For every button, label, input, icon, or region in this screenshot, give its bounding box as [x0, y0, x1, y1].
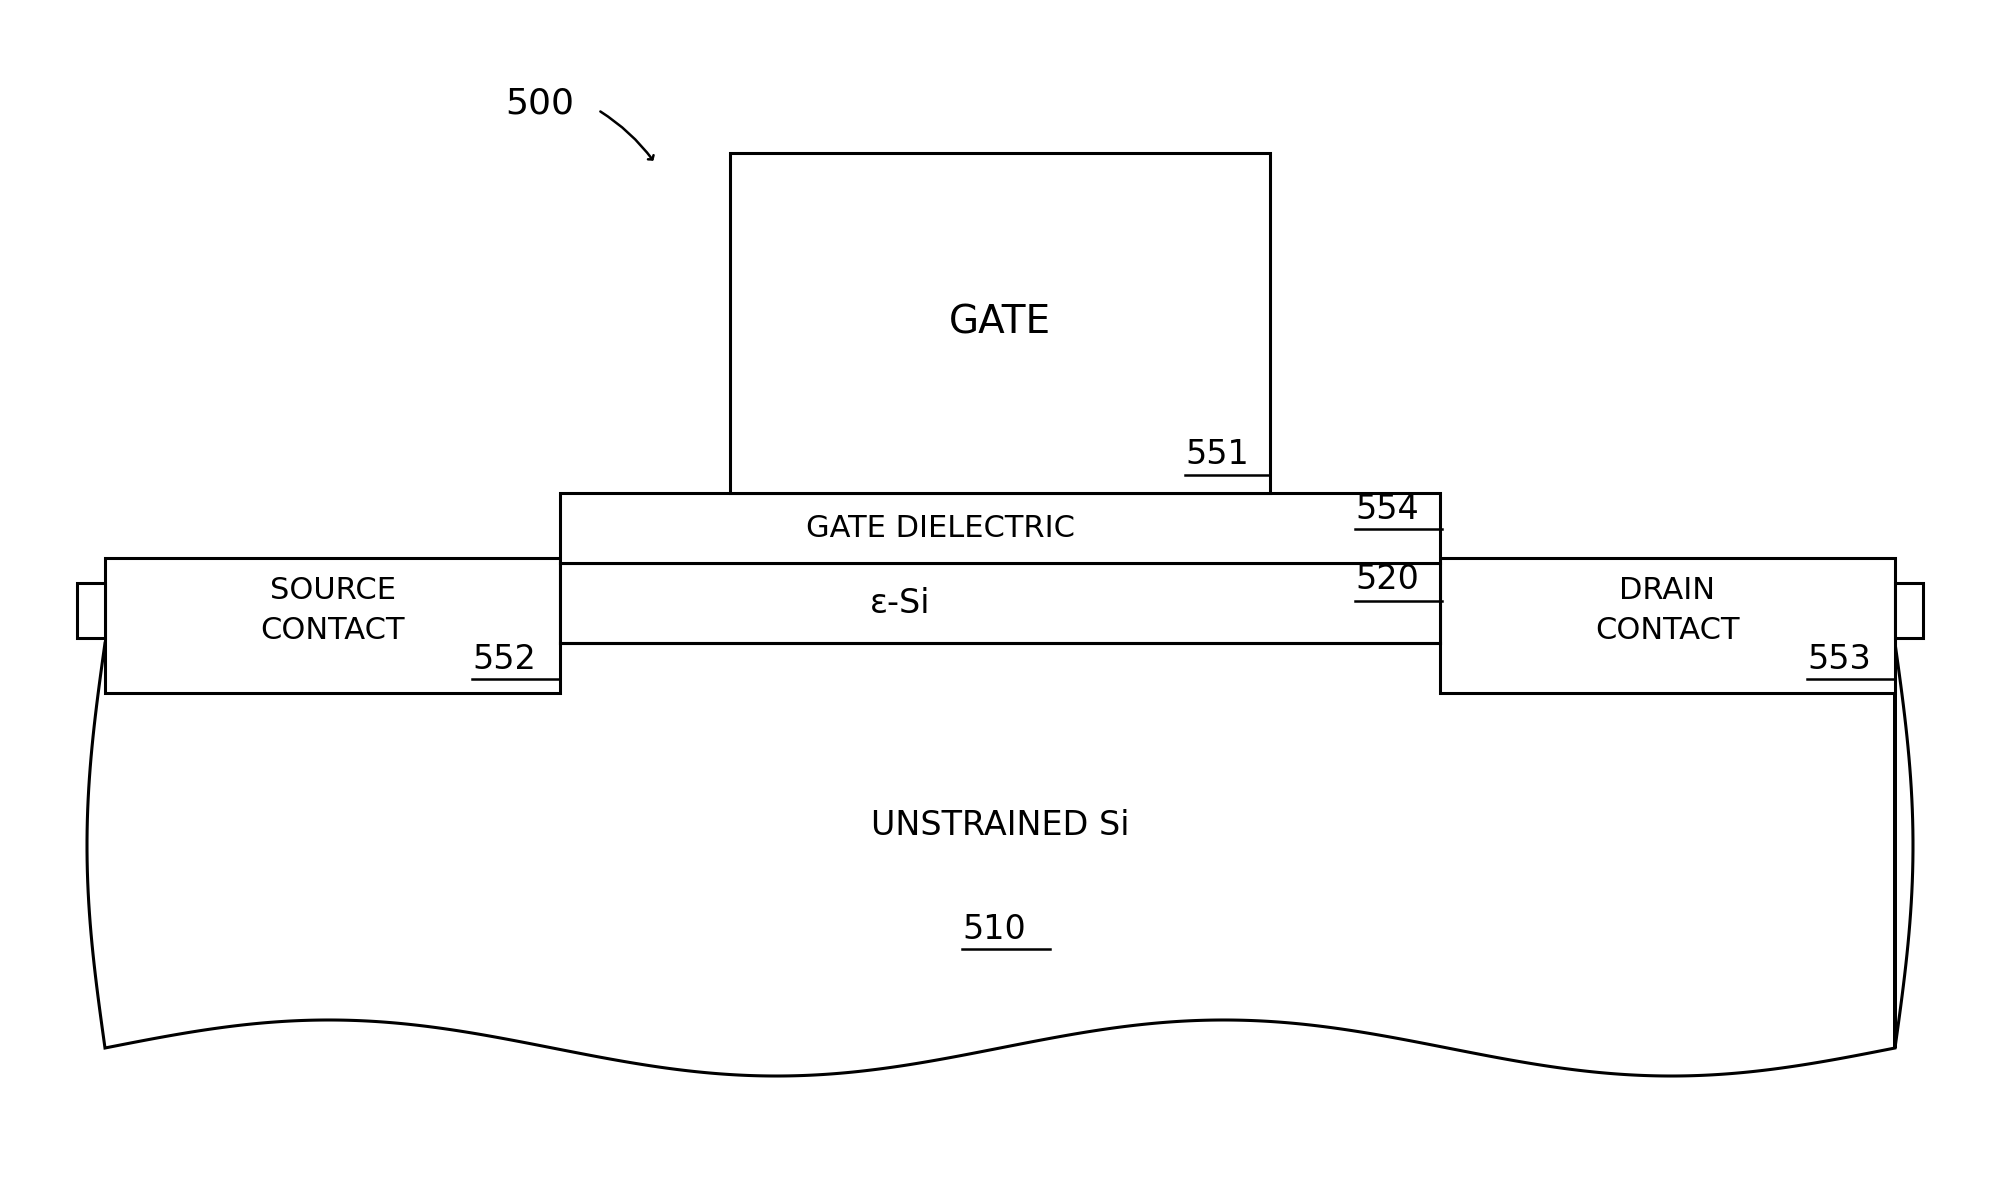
Text: 552: 552	[472, 643, 536, 676]
Text: 520: 520	[1356, 563, 1418, 595]
Bar	[1896, 583, 1924, 639]
Text: 500: 500	[504, 86, 574, 120]
Text: DRAIN
CONTACT: DRAIN CONTACT	[1596, 576, 1740, 646]
Bar	[1440, 558, 1896, 692]
Bar	[560, 494, 1440, 563]
Text: 553: 553	[1808, 643, 1870, 676]
Polygon shape	[88, 643, 1912, 1076]
Text: GATE DIELECTRIC: GATE DIELECTRIC	[806, 514, 1074, 543]
Bar	[560, 563, 1440, 643]
Text: 510: 510	[962, 913, 1026, 946]
Text: SOURCE
CONTACT: SOURCE CONTACT	[260, 576, 404, 646]
Bar	[104, 558, 560, 692]
Text: 554: 554	[1356, 494, 1418, 526]
Text: UNSTRAINED Si: UNSTRAINED Si	[870, 809, 1130, 842]
Bar	[76, 583, 104, 639]
Text: ε-Si: ε-Si	[870, 587, 930, 619]
Bar	[730, 153, 1270, 494]
Text: 551: 551	[1184, 438, 1248, 471]
Text: GATE: GATE	[948, 304, 1052, 341]
